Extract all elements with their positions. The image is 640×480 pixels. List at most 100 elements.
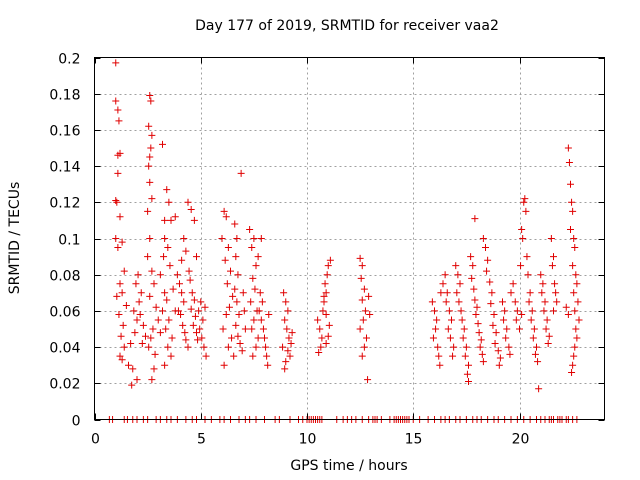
data-point (358, 296, 366, 304)
data-point (324, 262, 332, 270)
data-point (127, 339, 135, 347)
data-point (184, 198, 192, 206)
data-point (513, 307, 521, 315)
data-point (128, 381, 136, 389)
data-point (442, 298, 450, 306)
data-point (284, 347, 292, 355)
data-point (564, 311, 572, 319)
data-point (491, 339, 499, 347)
data-point (437, 289, 445, 297)
data-point (288, 329, 296, 337)
data-point (462, 343, 470, 351)
x-axis-label: GPS time / hours (290, 458, 407, 474)
data-point (159, 307, 166, 315)
data-point (232, 253, 240, 261)
data-point (477, 336, 485, 344)
data-point (356, 254, 364, 262)
data-point (156, 329, 164, 337)
data-point (236, 339, 244, 347)
data-point (436, 361, 444, 369)
data-point (326, 256, 334, 264)
data-point (161, 216, 169, 224)
data-point (156, 271, 164, 279)
data-point (527, 316, 535, 324)
data-point (255, 307, 263, 315)
data-point (246, 225, 254, 233)
data-point (322, 339, 330, 347)
data-point (112, 97, 120, 105)
data-point (550, 307, 557, 315)
data-point (494, 347, 502, 355)
data-point (429, 334, 437, 342)
data-point (248, 244, 256, 252)
x-tick-label: 5 (197, 432, 206, 448)
data-point (199, 316, 207, 324)
data-point (120, 343, 128, 351)
data-point (570, 235, 578, 242)
data-point (446, 334, 454, 342)
data-point (431, 307, 438, 315)
data-point (535, 385, 543, 393)
data-point (151, 350, 159, 358)
data-point (540, 307, 548, 315)
data-point (550, 253, 557, 261)
data-point (359, 316, 367, 324)
data-point (571, 343, 579, 351)
data-point (138, 339, 146, 347)
y-tick-label: 0.2 (58, 52, 80, 68)
data-point (112, 59, 120, 67)
data-point (181, 329, 189, 337)
data-point (465, 361, 472, 369)
data-point (518, 225, 526, 233)
data-point (164, 244, 172, 252)
data-point (144, 253, 152, 261)
data-point (465, 377, 472, 385)
x-tick-label: 20 (512, 432, 530, 448)
data-point (524, 271, 532, 279)
data-point (142, 332, 149, 340)
data-point (458, 316, 466, 324)
data-point (574, 298, 582, 306)
data-point (570, 289, 578, 297)
data-point (163, 186, 171, 194)
data-point (114, 169, 122, 177)
data-point (220, 207, 228, 215)
data-point (324, 332, 332, 340)
data-point (257, 316, 265, 324)
data-point (522, 207, 530, 215)
data-point (232, 321, 240, 329)
data-point (159, 140, 166, 148)
data-point (482, 244, 489, 252)
data-point (221, 256, 229, 264)
data-point (537, 271, 545, 279)
data-point (238, 347, 246, 355)
data-point (507, 289, 515, 297)
data-point (445, 307, 453, 315)
plot-frame (94, 57, 605, 420)
data-point (178, 289, 186, 297)
data-point (434, 343, 442, 351)
data-point (234, 332, 242, 340)
data-point (261, 334, 268, 342)
data-point (198, 334, 206, 342)
data-point (148, 131, 156, 139)
data-point (569, 361, 577, 369)
data-point (133, 376, 141, 384)
data-point (146, 178, 154, 186)
data-point (231, 220, 239, 228)
data-point (132, 280, 140, 288)
data-point (164, 343, 172, 351)
data-point (509, 280, 517, 288)
data-point (552, 289, 560, 297)
data-point (448, 316, 455, 324)
data-point (572, 271, 580, 279)
data-point (240, 307, 248, 315)
data-point (573, 334, 581, 342)
data-point (264, 361, 272, 369)
data-point (542, 325, 550, 333)
data-point (444, 325, 452, 333)
data-point (194, 336, 202, 344)
axis-ticks: 0 0.02 0.04 0.06 0.08 0.1 0.12 0.14 0.16 0.18 0.2 0… (49, 52, 605, 448)
data-point (479, 235, 487, 242)
data-point (565, 158, 573, 166)
